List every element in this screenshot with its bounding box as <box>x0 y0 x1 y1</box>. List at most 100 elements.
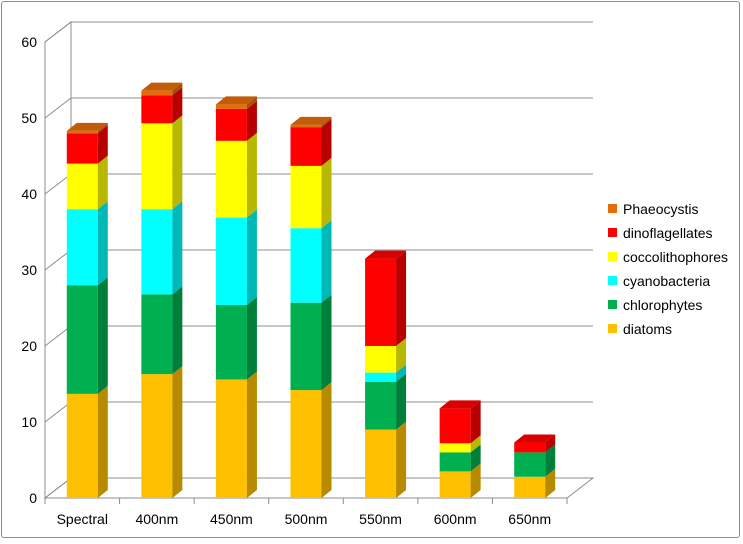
gridline <box>44 97 593 119</box>
legend-swatch <box>608 252 617 261</box>
legend-label: Phaeocystis <box>623 201 698 217</box>
legend-swatch <box>608 204 617 213</box>
bar-segment-front <box>66 130 98 134</box>
legend-label: chlorophytes <box>623 297 702 313</box>
legend-label: cyanobacteria <box>623 273 710 289</box>
bar-segment-side <box>545 434 556 453</box>
bar-segment-front <box>290 302 322 391</box>
bar-segment-front <box>215 379 247 498</box>
y-tick-label: 10 <box>21 414 37 430</box>
bar-segment-front <box>365 381 397 430</box>
bar-segment-side <box>172 366 183 498</box>
bar-segment-front <box>439 408 471 444</box>
x-category-label: Spectral <box>57 511 108 527</box>
bar-segment-top <box>66 122 108 131</box>
bar-segment-side <box>172 87 183 124</box>
legend-swatch <box>608 276 617 285</box>
bar-segment-side <box>470 463 481 498</box>
x-category-label: 600nm <box>434 511 477 527</box>
bar-segment-side <box>321 294 332 391</box>
bar-segment-front <box>439 443 471 453</box>
bar-segment-front <box>215 217 247 305</box>
bar-segment-front <box>514 452 546 477</box>
bar-segment-front <box>66 285 98 394</box>
bar-segment-side <box>246 371 257 498</box>
bar-segment-front <box>439 471 471 498</box>
bar-segment-front <box>141 95 173 124</box>
legend-swatch <box>608 228 617 237</box>
bar-segment-side <box>396 250 407 346</box>
bar-segment-front <box>66 163 98 210</box>
x-category-label: 550nm <box>359 511 402 527</box>
bar-segment-front <box>215 304 247 380</box>
bar-segment-side <box>97 385 108 498</box>
gridline <box>44 21 593 43</box>
bar-segment-front <box>290 165 322 229</box>
bar-segment-side <box>246 209 257 305</box>
bar-segment-side <box>321 116 332 128</box>
y-tick-label: 20 <box>21 338 37 354</box>
y-tick-label: 0 <box>29 490 37 506</box>
bar-segment-front <box>514 476 546 498</box>
y-tick-label: 60 <box>21 34 37 50</box>
legend-swatch <box>608 300 617 309</box>
bar-segment-side <box>97 125 108 164</box>
bar-segment-front <box>365 372 397 382</box>
bar-segment-side <box>396 338 407 373</box>
bar-segment-front <box>439 452 471 472</box>
bar-segment-front <box>66 133 98 164</box>
bar-segment-front <box>290 390 322 498</box>
bar-segment-side <box>470 435 481 453</box>
y-tick-label: 50 <box>21 110 37 126</box>
legend-label: diatoms <box>623 321 672 337</box>
bar-segment-front <box>290 228 322 303</box>
bar-segment-front <box>215 140 247 218</box>
bar-segment-side <box>321 220 332 303</box>
bar-segment-side <box>470 444 481 472</box>
bar-segment-side <box>470 400 481 444</box>
bar-segment-front <box>290 127 322 166</box>
bar-segment-side <box>396 421 407 498</box>
bar-segment-top <box>290 116 332 125</box>
bar-segment-front <box>215 108 247 141</box>
bar-segment-side <box>172 286 183 375</box>
bar-segment-side <box>246 96 257 109</box>
x-category-label: 500nm <box>285 511 328 527</box>
bar-segment-side <box>321 119 332 166</box>
bar-segment-side <box>246 100 257 141</box>
x-category-label: 650nm <box>508 511 551 527</box>
bar-segment-top <box>439 400 481 409</box>
bar-segment-top <box>514 434 556 443</box>
bar-segment-front <box>141 90 173 96</box>
bar-segment-side <box>321 157 332 229</box>
bar-segment-front <box>514 442 546 453</box>
bar-segment-side <box>172 201 183 295</box>
bar-segment-side <box>246 296 257 380</box>
bar-segment-side <box>396 373 407 430</box>
bar-segment-side <box>396 364 407 382</box>
bar-segment-top <box>215 96 257 105</box>
bar-segment-side <box>321 382 332 498</box>
bar-segment-front <box>141 294 173 375</box>
legend-label: dinoflagellates <box>623 225 713 241</box>
bar-segment-top <box>365 250 407 259</box>
bar-segment-side <box>172 115 183 210</box>
bar-segment-front <box>290 124 322 128</box>
bar-segment-side <box>97 122 108 134</box>
bar-segment-top <box>141 82 183 91</box>
bar-segment-front <box>66 393 98 498</box>
bar-segment-side <box>246 132 257 218</box>
bar-segment-side <box>97 201 108 286</box>
legend-swatch <box>608 324 617 333</box>
bar-segment-side <box>545 444 556 477</box>
y-tick-label: 30 <box>21 262 37 278</box>
bar-segment-front <box>141 209 173 295</box>
x-category-label: 450nm <box>210 511 253 527</box>
bar-segment-side <box>97 155 108 210</box>
bar-segment-side <box>545 468 556 498</box>
bar-segment-front <box>365 258 397 346</box>
bar-segment-front <box>215 104 247 109</box>
x-category-label: 400nm <box>135 511 178 527</box>
